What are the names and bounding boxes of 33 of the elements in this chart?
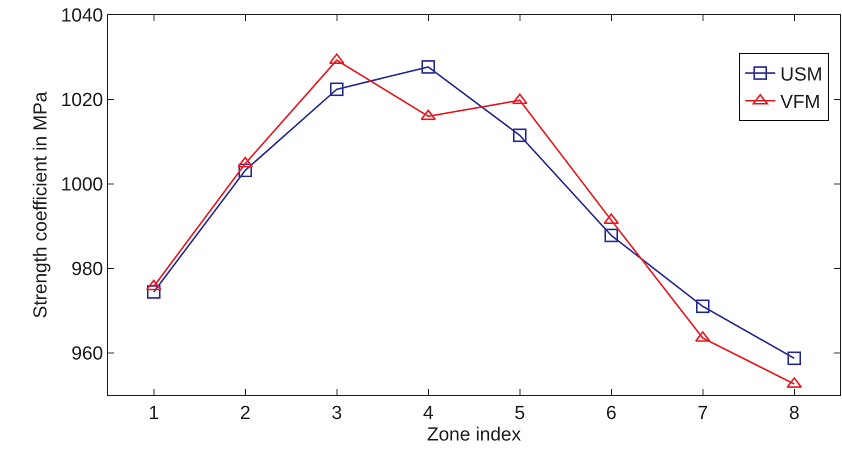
point bbox=[786, 377, 802, 388]
point bbox=[330, 82, 344, 96]
point bbox=[146, 285, 161, 299]
point bbox=[695, 331, 710, 342]
point bbox=[421, 60, 436, 74]
y-tick-label: 1000 bbox=[60, 174, 104, 196]
point bbox=[238, 164, 252, 178]
x-tick-label: 8 bbox=[788, 402, 800, 424]
y-tick-label: 1040 bbox=[60, 6, 104, 27]
y-tick-label: 1020 bbox=[60, 90, 104, 112]
y-tick-label: 980 bbox=[71, 258, 104, 280]
x-tick-label: 3 bbox=[331, 402, 342, 424]
point bbox=[146, 280, 162, 290]
x-tick-label: 4 bbox=[422, 402, 434, 424]
x-tick-label: 7 bbox=[697, 402, 708, 424]
x-tick-label: 2 bbox=[240, 402, 251, 424]
x-tick-label: 6 bbox=[606, 402, 617, 424]
x-tick-label: 1 bbox=[148, 402, 160, 424]
point bbox=[696, 300, 710, 314]
point bbox=[420, 110, 436, 120]
point bbox=[604, 228, 618, 242]
y-axis-title: Strength coefficient in MPa bbox=[30, 91, 52, 318]
point bbox=[512, 93, 528, 104]
point bbox=[604, 213, 619, 224]
x-axis-title: Zone index bbox=[426, 424, 522, 446]
legend-label: USM bbox=[780, 64, 822, 86]
x-tick-label: 5 bbox=[514, 402, 526, 424]
point bbox=[787, 351, 802, 366]
point bbox=[512, 128, 527, 142]
legend-label: VFM bbox=[780, 92, 820, 114]
y-tick-label: 960 bbox=[71, 343, 104, 364]
point bbox=[329, 53, 344, 64]
point bbox=[238, 156, 253, 168]
